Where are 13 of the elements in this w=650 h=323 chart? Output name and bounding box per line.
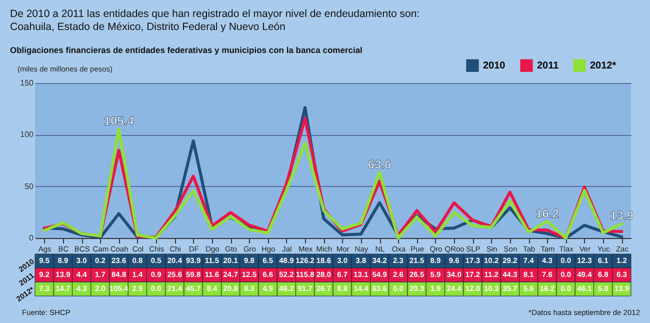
y-tick-label: 50 <box>24 182 34 191</box>
annotation: 16.2 <box>536 206 560 220</box>
chart-subtitle: Obligaciones financieras de entidades federativas y municipios con la banca comercial <box>10 45 362 55</box>
annotation: 63.6 <box>368 157 392 172</box>
legend-label: 2010 <box>483 60 506 72</box>
annotation: 13.9 <box>610 208 634 223</box>
annotation: 105.4 <box>104 114 134 128</box>
y-tick-label: 100 <box>20 130 34 140</box>
legend-label: 2012* <box>590 60 616 72</box>
chart-title: De 2010 a 2011 las entidades que han registrado el mayor nivel de endeudamiento son: Coahuila, Estado de México, Distrito Federal y Nuevo León <box>10 8 421 34</box>
y-tick-label: 0 <box>29 234 34 242</box>
y-tick-label: 150 <box>20 78 34 88</box>
legend-label: 2011 <box>537 60 560 72</box>
